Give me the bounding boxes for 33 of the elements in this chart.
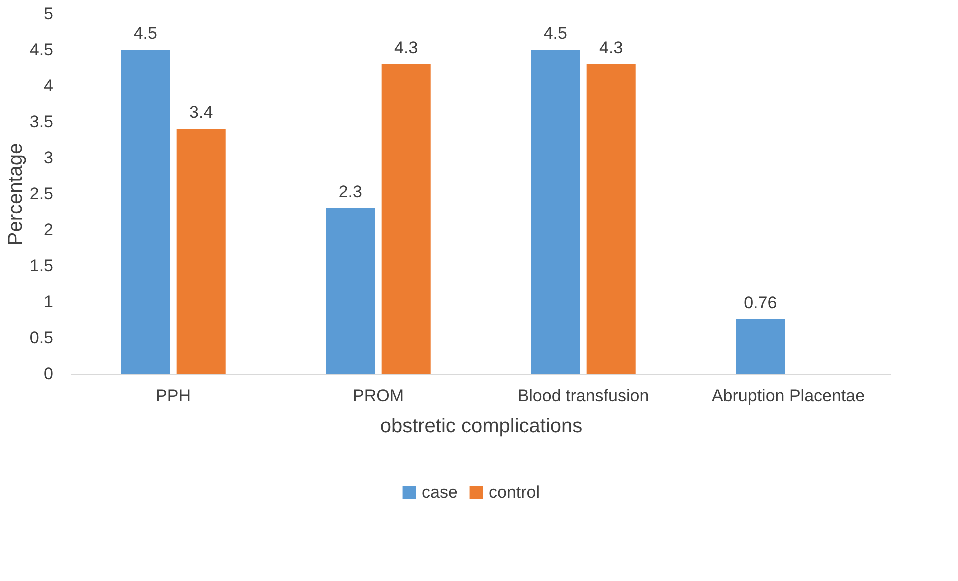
bar (326, 208, 376, 374)
data-label: 0.76 (744, 293, 778, 312)
y-tick-label: 0.5 (30, 328, 54, 348)
x-tick-label: Abruption Placentae (712, 386, 866, 406)
y-tick-label: 4.5 (30, 40, 54, 60)
data-label: 4.3 (600, 38, 624, 58)
data-label: 4.3 (394, 38, 418, 58)
y-axis-title: Percentage (4, 143, 27, 246)
bar (531, 50, 580, 374)
y-tick-label: 3.5 (30, 112, 54, 132)
y-tick-label: 2.5 (30, 184, 54, 204)
y-tick-label: 0 (44, 364, 54, 384)
bar (176, 129, 226, 374)
data-label: 2.3 (338, 182, 362, 202)
data-label: 4.5 (134, 24, 158, 43)
x-axis-title: obstretic complications (380, 416, 583, 438)
x-tick-label: Blood transfusion (518, 386, 650, 406)
bar (736, 319, 786, 374)
bar (586, 64, 636, 374)
legend-label: case (422, 482, 458, 502)
y-tick-label: 5 (44, 4, 54, 24)
y-tick-label: 4 (44, 76, 54, 96)
bar (121, 50, 170, 374)
legend-label: control (489, 482, 540, 502)
x-tick-label: PPH (156, 386, 191, 406)
data-label: 3.4 (190, 103, 214, 122)
y-tick-label: 1.5 (30, 256, 54, 276)
x-tick-label: PROM (353, 386, 404, 406)
y-tick-label: 3 (44, 148, 54, 168)
data-label: 4.5 (544, 24, 568, 43)
y-tick-label: 1 (44, 292, 54, 312)
bar (382, 64, 431, 374)
y-tick-label: 2 (44, 220, 54, 240)
